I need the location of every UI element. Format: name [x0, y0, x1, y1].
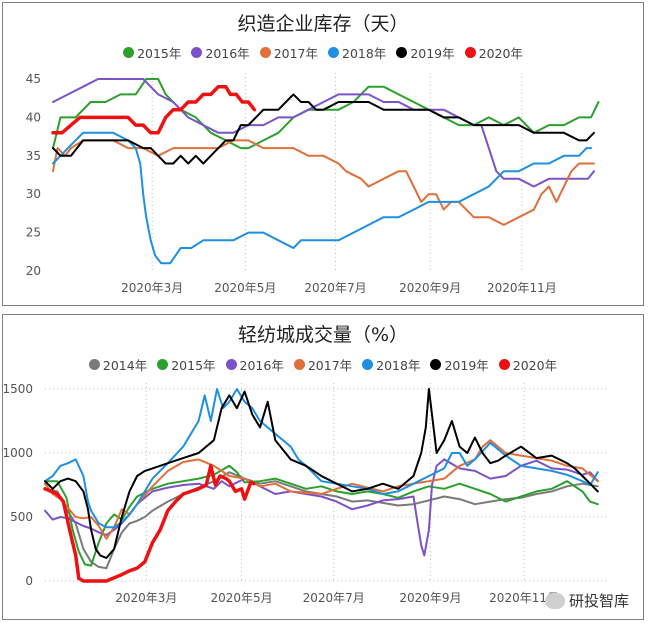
- legend-item: 2020年: [498, 355, 558, 374]
- legend-marker-icon: [225, 359, 237, 370]
- watermark: 研投智库: [544, 590, 629, 611]
- volume-series-line-2017年: [44, 439, 599, 540]
- volume-series-line-2014年: [44, 471, 599, 570]
- volume-chart-legend: 2014年 2015年 2016年 2017年 2018年 2019年 2020年: [3, 355, 643, 374]
- inventory-series-line-2020年: [51, 84, 257, 135]
- inventory-series-line-2017年: [52, 139, 595, 226]
- inventory-x-tick-label: 2020年7月: [304, 281, 366, 295]
- legend-label: 2016年: [205, 46, 250, 61]
- legend-marker-icon: [293, 359, 305, 370]
- legend-item: 2018年: [362, 355, 420, 374]
- legend-marker-icon: [498, 359, 510, 370]
- inventory-y-tick-label: 45: [26, 72, 41, 86]
- volume-y-tick-label: 0: [25, 574, 33, 588]
- inventory-x-tick-label: 2020年11月: [487, 281, 557, 295]
- legend-marker-icon: [362, 359, 374, 370]
- legend-label: 2018年: [342, 46, 387, 61]
- legend-label: 2019年: [444, 358, 489, 373]
- inventory-chart-panel: 织造企业库存（天） 2015年 2016年 2017年 2018年 2019年 2020年…: [2, 2, 644, 306]
- legend-label: 2015年: [171, 358, 216, 373]
- legend-marker-icon: [191, 47, 203, 58]
- volume-y-tick-label: 500: [10, 510, 33, 524]
- inventory-y-tick-label: 25: [26, 226, 41, 240]
- volume-line-chart: 0 500 1000 1500 2020年3月 2020年5月 2020年7月 2020年9月…: [3, 382, 607, 605]
- volume-series-line-2016年: [44, 458, 599, 557]
- legend-marker-icon: [328, 47, 339, 58]
- inventory-y-tick-label: 30: [26, 187, 41, 201]
- inventory-chart-legend: 2015年 2016年 2017年 2018年 2019年 2020年: [3, 43, 643, 62]
- inventory-series-line-2018年: [52, 131, 592, 265]
- legend-label: 2017年: [273, 46, 318, 61]
- inventory-series-line-2019年: [52, 93, 595, 165]
- legend-item: 2016年: [191, 43, 250, 62]
- legend-marker-icon: [123, 47, 135, 58]
- inventory-x-tick-label: 2020年5月: [214, 281, 276, 295]
- legend-label: 2015年: [137, 46, 182, 61]
- inventory-series-line-2016年: [52, 78, 595, 188]
- legend-marker-icon: [259, 47, 271, 58]
- volume-x-tick-label: 2020年7月: [303, 591, 365, 605]
- volume-y-tick-label: 1000: [3, 446, 33, 460]
- legend-item: 2020年: [464, 43, 523, 62]
- inventory-y-tick-label: 40: [26, 110, 41, 124]
- legend-marker-icon: [396, 47, 408, 58]
- volume-y-tick-label: 1500: [3, 382, 33, 396]
- volume-series-line-2020年: [43, 464, 256, 583]
- wechat-icon: [544, 592, 565, 609]
- legend-item: 2015年: [157, 355, 216, 374]
- legend-label: 2017年: [307, 358, 353, 373]
- legend-item: 2017年: [293, 355, 353, 374]
- volume-x-tick-label: 2020年3月: [115, 591, 177, 605]
- volume-series-line-2018年: [44, 388, 599, 529]
- inventory-chart-title: 织造企业库存（天）: [237, 13, 409, 35]
- legend-label: 2016年: [239, 358, 284, 373]
- volume-series-line-2019年: [44, 388, 599, 559]
- inventory-x-tick-label: 2020年9月: [399, 281, 461, 295]
- inventory-line-chart: 20 25 30 35 40 45 2020年3月 2020年5月 2020年7月 2020年9月…: [26, 72, 600, 295]
- volume-chart-title: 轻纺城成交量（%）: [237, 324, 409, 346]
- legend-item: 2017年: [259, 43, 318, 62]
- legend-item: 2014年: [88, 355, 148, 374]
- legend-label: 2019年: [410, 46, 455, 61]
- volume-x-tick-label: 2020年11月: [489, 591, 559, 605]
- inventory-y-tick-label: 35: [26, 149, 41, 163]
- legend-marker-icon: [430, 359, 442, 370]
- volume-chart-panel: 轻纺城成交量（%） 2014年 2015年 2016年 2017年 2018年 2019年…: [2, 314, 644, 620]
- inventory-y-tick-label: 20: [26, 264, 41, 278]
- inventory-series-line-2015年: [52, 78, 600, 150]
- legend-marker-icon: [157, 359, 169, 370]
- legend-item: 2016年: [225, 355, 284, 374]
- legend-label: 2020年: [512, 358, 558, 373]
- legend-label: 2020年: [478, 46, 523, 61]
- legend-label: 2018年: [376, 358, 421, 373]
- legend-label: 2014年: [102, 358, 148, 373]
- volume-x-tick-label: 2020年9月: [399, 591, 461, 605]
- watermark-text: 研投智库: [568, 592, 629, 610]
- volume-x-tick-label: 2020年5月: [210, 591, 272, 605]
- inventory-x-tick-label: 2020年3月: [121, 281, 183, 295]
- volume-series-line-2015年: [44, 464, 599, 567]
- legend-marker-icon: [88, 359, 100, 370]
- legend-marker-icon: [464, 47, 476, 58]
- legend-item: 2019年: [396, 43, 455, 62]
- legend-item: 2018年: [328, 43, 386, 62]
- legend-item: 2019年: [430, 355, 489, 374]
- legend-item: 2015年: [123, 43, 181, 62]
